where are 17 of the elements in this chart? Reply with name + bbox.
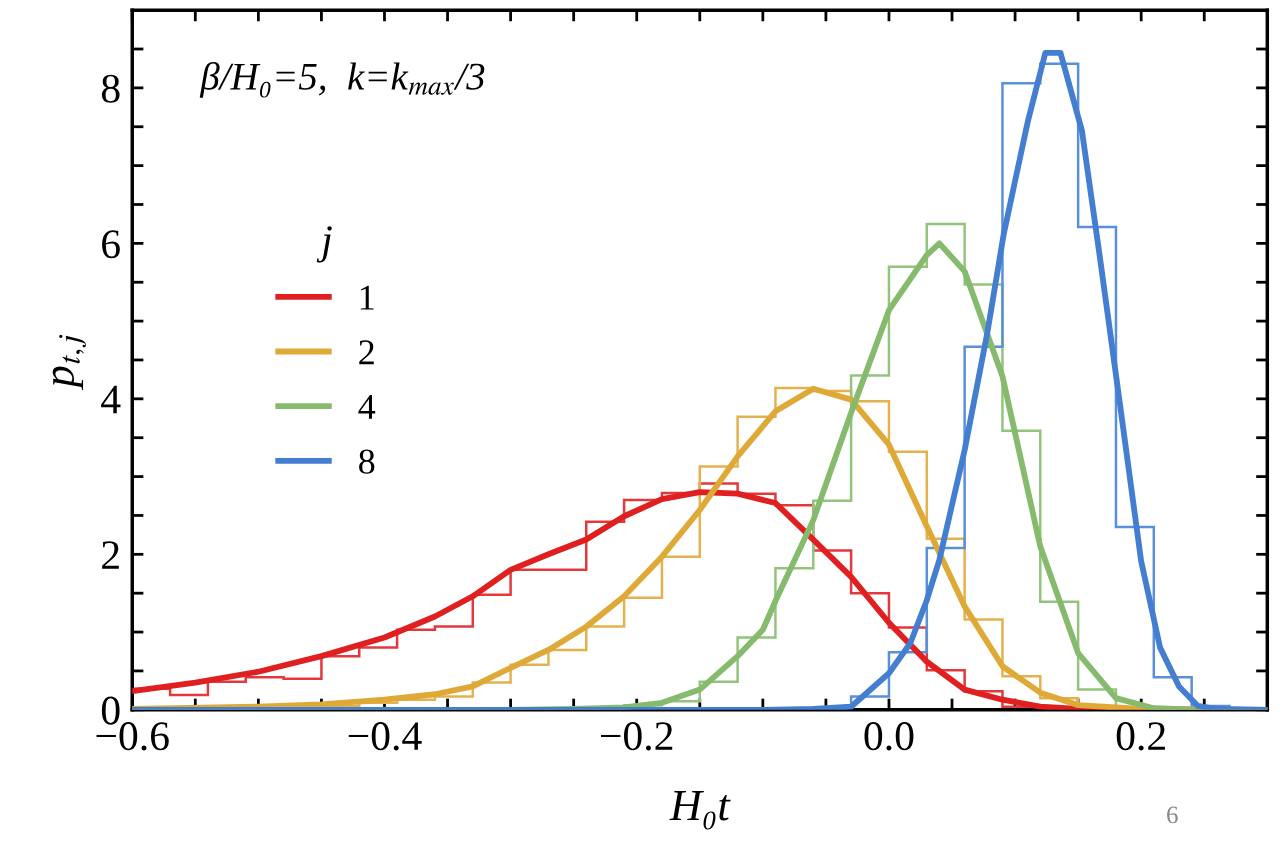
y-tick-label: 6 (102, 230, 120, 259)
y-tick-label: 8 (101, 74, 120, 103)
legend-label: 4 (358, 395, 376, 419)
x-tick-label: 0.2 (1116, 722, 1165, 751)
legend-label: 2 (359, 340, 374, 365)
y-tick-label: 2 (102, 541, 119, 569)
x-tick-label: −0.4 (348, 722, 422, 751)
x-axis-title: H₀t (669, 790, 731, 830)
y-axis-title: p$_{t,j}$ (52, 334, 86, 390)
annotation: β/H₀=5, k=k$_{max}$/3 (199, 62, 485, 98)
y-tick-label: 4 (101, 385, 121, 414)
legend-label: 8 (359, 449, 375, 474)
x-tick-label: 0.0 (864, 722, 914, 751)
x-tick-label: −0.2 (601, 722, 673, 751)
text: 6 (1167, 806, 1178, 824)
legend-label: 1 (360, 285, 374, 310)
legend-title: j (316, 226, 332, 263)
